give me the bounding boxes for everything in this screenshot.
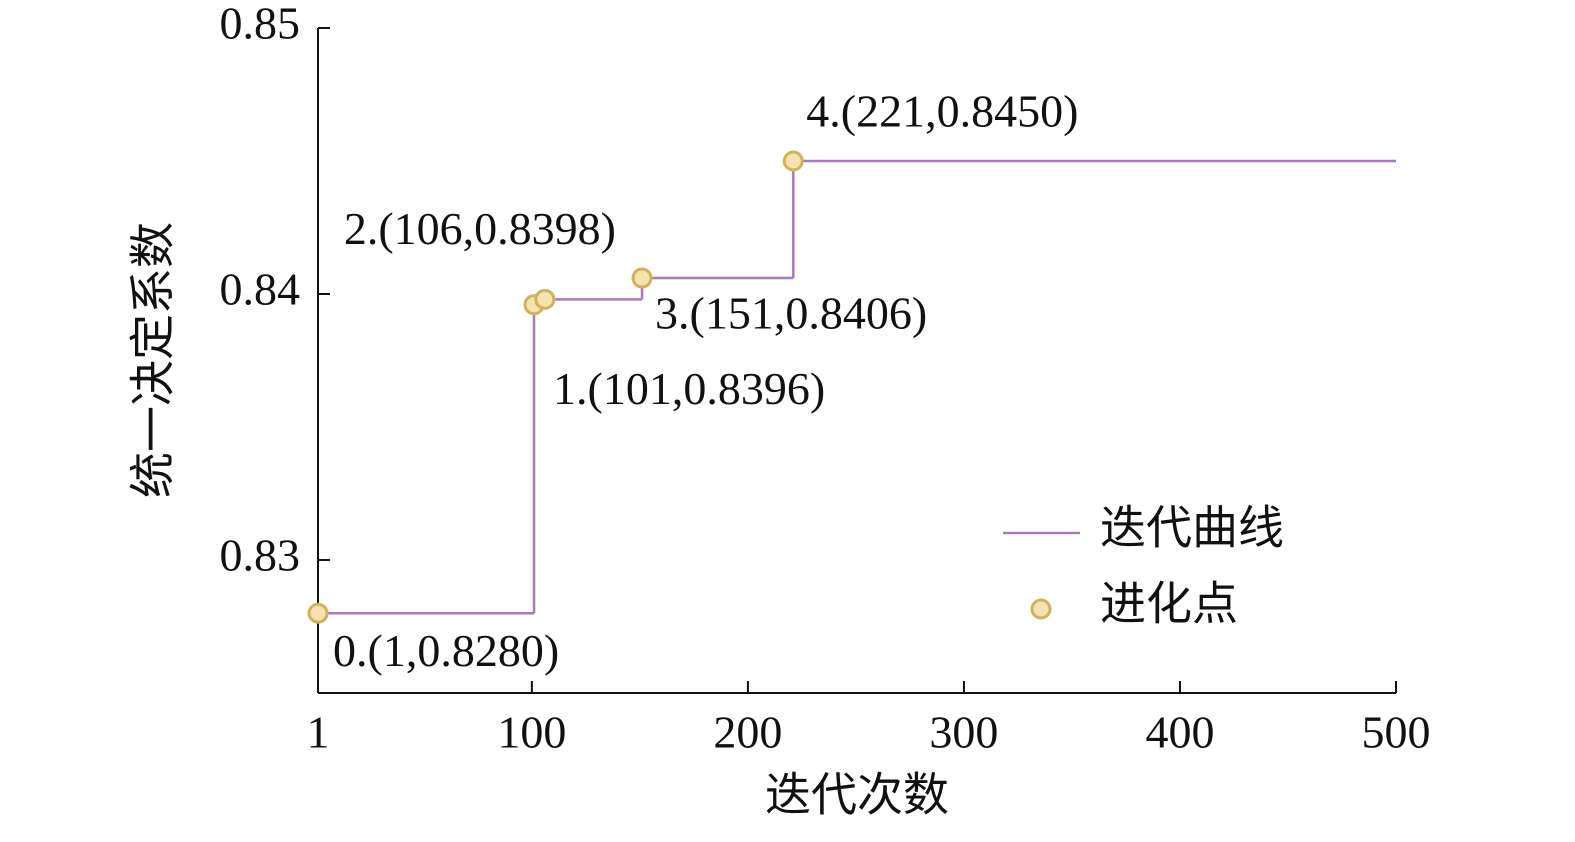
data-label: 1.(101,0.8396): [553, 363, 825, 414]
legend-label: 迭代曲线: [1100, 503, 1284, 554]
x-axis-label: 迭代次数: [765, 770, 949, 821]
marker: [534, 288, 556, 310]
y-tick-label: 0.85: [220, 0, 301, 49]
marker: [782, 150, 804, 172]
legend-label: 进化点: [1100, 579, 1238, 630]
x-tick-label: 500: [1362, 707, 1431, 758]
data-label: 0.(1,0.8280): [333, 625, 559, 676]
x-tick-label: 400: [1145, 707, 1214, 758]
marker: [631, 267, 653, 289]
marker: [307, 602, 329, 624]
y-axis-label: 统一决定系数: [128, 222, 179, 498]
data-label: 4.(221,0.8450): [806, 86, 1078, 137]
x-tick-label: 200: [713, 707, 782, 758]
data-label: 3.(151,0.8406): [655, 288, 927, 339]
data-label: 2.(106,0.8398): [344, 203, 616, 254]
x-tick-label: 1: [307, 707, 330, 758]
y-tick-label: 0.84: [220, 264, 301, 315]
y-tick-label: 0.83: [220, 530, 301, 581]
x-tick-label: 300: [929, 707, 998, 758]
x-tick-label: 100: [497, 707, 566, 758]
legend-marker: [1030, 598, 1052, 620]
